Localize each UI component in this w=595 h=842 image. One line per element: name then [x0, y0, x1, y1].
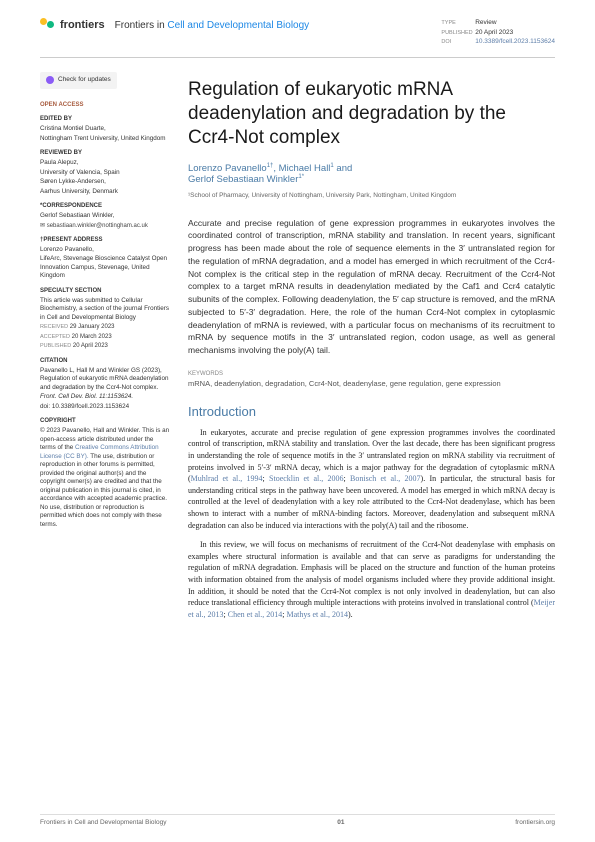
- author3[interactable]: Gerlof Sebastiaan Winkler: [188, 175, 298, 186]
- editor-name: Cristina Montiel Duarte,: [40, 125, 170, 134]
- dates-block: RECEIVED 29 January 2023 ACCEPTED 20 Mar…: [40, 323, 170, 350]
- citation-label: CITATION: [40, 357, 170, 365]
- reviewer1-affiliation: University of Valencia, Spain: [40, 169, 170, 178]
- citation-text: Pavanello L, Hall M and Winkler GS (2023…: [40, 367, 170, 393]
- footer-url[interactable]: frontiersin.org: [515, 819, 555, 826]
- published-label: PUBLISHED: [441, 30, 473, 38]
- accepted-date: 20 March 2023: [72, 334, 112, 340]
- doi-value[interactable]: 10.3389/fcell.2023.1153624: [475, 38, 555, 45]
- received-date: 29 January 2023: [70, 324, 115, 330]
- reviewer2-affiliation: Aarhus University, Denmark: [40, 188, 170, 197]
- specialty-text: This article was submitted to Cellular B…: [40, 297, 170, 323]
- editor-affiliation: Nottingham Trent University, United King…: [40, 135, 170, 144]
- author-and: and: [334, 163, 353, 174]
- page-header: frontiers Frontiers in Cell and Developm…: [0, 0, 595, 57]
- correspondence-label: *CORRESPONDENCE: [40, 202, 170, 210]
- edited-by-label: EDITED BY: [40, 115, 170, 123]
- reviewer2-name: Søren Lykke-Andersen,: [40, 178, 170, 187]
- check-updates-label: Check for updates: [58, 76, 111, 85]
- keywords-label: KEYWORDS: [188, 371, 555, 377]
- cite-bonisch[interactable]: Bonisch et al., 2007: [350, 474, 421, 483]
- cite-chen[interactable]: Chen et al., 2014: [228, 610, 282, 619]
- frontiers-logo-icon: [40, 18, 54, 32]
- doi-label: DOI: [441, 39, 473, 47]
- page-number: 01: [337, 819, 344, 826]
- corr-name: Gerlof Sebastiaan Winkler,: [40, 212, 170, 221]
- published-sidebar-date: 20 April 2023: [73, 343, 108, 349]
- affiliation: ¹School of Pharmacy, University of Notti…: [188, 192, 555, 199]
- check-updates-button[interactable]: Check for updates: [40, 72, 117, 89]
- page-footer: Frontiers in Cell and Developmental Biol…: [40, 814, 555, 826]
- present-address-label: †PRESENT ADDRESS: [40, 236, 170, 244]
- article-type: Review: [475, 19, 496, 26]
- header-divider: [40, 57, 555, 58]
- type-label: TYPE: [441, 20, 473, 28]
- accepted-label: ACCEPTED: [40, 334, 70, 340]
- author2[interactable]: , Michael Hall: [273, 163, 330, 174]
- main-content: Check for updates OPEN ACCESS EDITED BY …: [0, 72, 595, 628]
- article-content: Regulation of eukaryotic mRNA deadenylat…: [188, 72, 555, 628]
- header-left: frontiers Frontiers in Cell and Developm…: [40, 18, 309, 32]
- authors-line: Lorenzo Pavanello1†, Michael Hall1 and G…: [188, 163, 555, 185]
- corr-email[interactable]: ✉ sebastiaan.winkler@nottingham.ac.uk: [40, 222, 170, 230]
- journal-highlight: Cell and Developmental Biology: [167, 20, 309, 31]
- journal-prefix: Frontiers in: [115, 20, 168, 31]
- citation-journal: Front. Cell Dev. Biol. 11:1153624.: [40, 393, 170, 402]
- copyright-part2: The use, distribution or reproduction in…: [40, 453, 167, 528]
- reviewer1-name: Paula Alepuz,: [40, 159, 170, 168]
- author3-sup: 1*: [298, 174, 304, 180]
- sidebar: Check for updates OPEN ACCESS EDITED BY …: [40, 72, 170, 628]
- footer-journal: Frontiers in Cell and Developmental Biol…: [40, 819, 166, 826]
- published-sidebar-label: PUBLISHED: [40, 343, 71, 349]
- copyright-label: COPYRIGHT: [40, 417, 170, 425]
- intro-paragraph-2: In this review, we will focus on mechani…: [188, 539, 555, 620]
- reviewed-by-label: REVIEWED BY: [40, 149, 170, 157]
- published-date: 20 April 2023: [475, 29, 513, 36]
- intro-paragraph-1: In eukaryotes, accurate and precise regu…: [188, 427, 555, 531]
- cite-muhlrad[interactable]: Muhlrad et al., 1994: [191, 474, 263, 483]
- intro-p2-a: In this review, we will focus on mechani…: [188, 540, 555, 607]
- article-title: Regulation of eukaryotic mRNA deadenylat…: [188, 78, 555, 149]
- open-access-label: OPEN ACCESS: [40, 101, 170, 109]
- check-updates-icon: [46, 76, 54, 84]
- author1[interactable]: Lorenzo Pavanello: [188, 163, 267, 174]
- present-name: Lorenzo Pavanello,: [40, 246, 170, 255]
- received-label: RECEIVED: [40, 324, 68, 330]
- cite-stoecklin[interactable]: Stoecklin et al., 2006: [269, 474, 344, 483]
- introduction-heading: Introduction: [188, 404, 555, 419]
- citation-doi: doi: 10.3389/fcell.2023.1153624: [40, 403, 170, 412]
- present-affiliation: LifeArc, Stevenage Bioscience Catalyst O…: [40, 255, 170, 281]
- header-meta: TYPE Review PUBLISHED 20 April 2023 DOI …: [441, 18, 555, 47]
- intro-p2-d: ).: [348, 610, 353, 619]
- journal-name: Frontiers in Cell and Developmental Biol…: [115, 20, 310, 31]
- abstract: Accurate and precise regulation of gene …: [188, 217, 555, 357]
- specialty-label: SPECIALTY SECTION: [40, 287, 170, 295]
- keywords: mRNA, deadenylation, degradation, Ccr4-N…: [188, 379, 555, 388]
- cite-mathys[interactable]: Mathys et al., 2014: [286, 610, 348, 619]
- copyright-text: © 2023 Pavanello, Hall and Winkler. This…: [40, 427, 170, 529]
- logo-text: frontiers: [60, 19, 105, 31]
